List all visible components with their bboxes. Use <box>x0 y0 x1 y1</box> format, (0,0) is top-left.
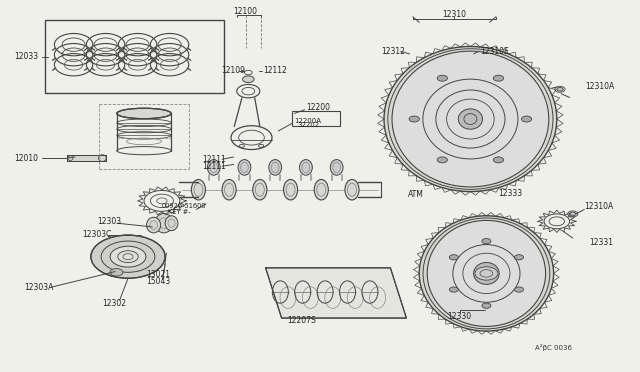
Circle shape <box>493 75 504 81</box>
Text: 12112: 12112 <box>264 66 287 75</box>
Ellipse shape <box>419 216 554 331</box>
Circle shape <box>437 75 447 81</box>
Text: 12303C: 12303C <box>82 230 111 239</box>
Ellipse shape <box>207 160 220 175</box>
Text: 00926-51600: 00926-51600 <box>162 203 207 209</box>
Text: 12310: 12310 <box>442 10 467 19</box>
Text: ATM: ATM <box>408 190 424 199</box>
Ellipse shape <box>392 51 548 187</box>
Circle shape <box>110 269 123 276</box>
Text: 12010: 12010 <box>14 154 38 163</box>
Text: 32202: 32202 <box>297 122 319 128</box>
Text: 12207S: 12207S <box>287 316 316 325</box>
Circle shape <box>482 238 491 244</box>
Bar <box>67 155 106 161</box>
Text: 12111: 12111 <box>202 162 226 171</box>
Ellipse shape <box>284 179 298 200</box>
Ellipse shape <box>238 160 251 175</box>
Circle shape <box>449 287 458 292</box>
Ellipse shape <box>165 216 178 231</box>
Ellipse shape <box>222 179 236 200</box>
Circle shape <box>557 87 563 91</box>
Ellipse shape <box>458 109 483 129</box>
Circle shape <box>515 255 524 260</box>
Text: 12109: 12109 <box>221 66 246 75</box>
Ellipse shape <box>428 220 545 327</box>
Circle shape <box>475 267 498 280</box>
Polygon shape <box>266 268 406 318</box>
Text: 12331: 12331 <box>589 238 613 247</box>
Text: 12303A: 12303A <box>24 283 54 292</box>
Text: 12330: 12330 <box>447 312 472 321</box>
Circle shape <box>449 255 458 260</box>
Text: 12302: 12302 <box>102 299 127 308</box>
Text: 12200: 12200 <box>306 103 330 112</box>
Text: 13021: 13021 <box>146 270 170 279</box>
Circle shape <box>493 157 504 163</box>
Ellipse shape <box>155 214 173 233</box>
Circle shape <box>437 157 447 163</box>
Text: 12310A: 12310A <box>585 82 614 91</box>
Ellipse shape <box>384 46 557 192</box>
Ellipse shape <box>300 160 312 175</box>
Text: 12100: 12100 <box>233 7 257 16</box>
Text: 12303: 12303 <box>97 217 122 226</box>
Ellipse shape <box>474 263 499 284</box>
Circle shape <box>515 287 524 292</box>
Text: 12310A: 12310A <box>584 202 613 211</box>
Ellipse shape <box>253 179 267 200</box>
Ellipse shape <box>345 179 359 200</box>
Circle shape <box>91 235 165 278</box>
Ellipse shape <box>314 179 328 200</box>
Ellipse shape <box>147 217 161 233</box>
Ellipse shape <box>330 160 343 175</box>
Circle shape <box>482 303 491 308</box>
Circle shape <box>570 212 576 216</box>
Text: 12111: 12111 <box>202 155 226 164</box>
Ellipse shape <box>191 179 205 200</box>
Text: 15043: 15043 <box>146 278 170 286</box>
Text: 12200A: 12200A <box>294 118 321 124</box>
Circle shape <box>522 116 532 122</box>
Text: 12033: 12033 <box>14 52 38 61</box>
Circle shape <box>243 76 254 83</box>
Circle shape <box>110 246 146 267</box>
Text: A²βC 0036: A²βC 0036 <box>534 344 572 351</box>
Ellipse shape <box>116 108 172 119</box>
Bar <box>292 111 340 126</box>
Text: 12312: 12312 <box>381 47 405 56</box>
Bar <box>67 155 106 161</box>
Circle shape <box>409 116 419 122</box>
Text: 12310E: 12310E <box>480 47 509 56</box>
Bar <box>45 20 224 93</box>
Text: KEY #-: KEY #- <box>168 209 191 215</box>
Text: 12333: 12333 <box>498 189 522 198</box>
Ellipse shape <box>269 160 282 175</box>
